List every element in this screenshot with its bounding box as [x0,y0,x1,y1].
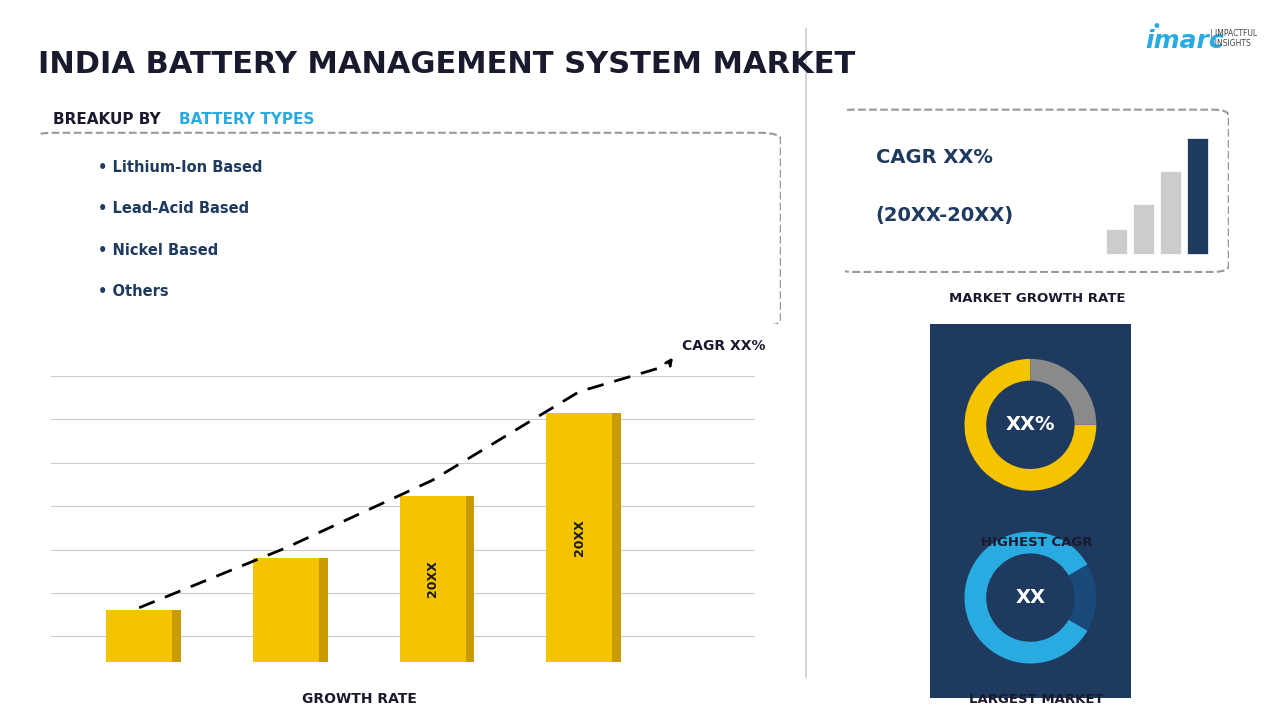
FancyBboxPatch shape [1187,138,1208,253]
FancyBboxPatch shape [1106,229,1128,253]
Text: BATTERY TYPES: BATTERY TYPES [179,112,315,127]
Bar [556,413,621,662]
Text: imarc: imarc [1146,29,1225,53]
Wedge shape [965,531,1088,664]
Text: •: • [1152,18,1162,36]
Text: • Lead-Acid Based: • Lead-Acid Based [97,202,248,216]
Text: GROWTH RATE: GROWTH RATE [302,692,416,706]
Bar [115,611,180,662]
FancyBboxPatch shape [31,132,781,326]
Text: XX%: XX% [1006,415,1055,434]
Bar [399,496,466,662]
FancyBboxPatch shape [1133,204,1155,253]
Text: CAGR XX%: CAGR XX% [682,339,765,353]
Text: 20XX: 20XX [572,519,586,556]
FancyBboxPatch shape [837,109,1229,272]
Text: (20XX-20XX): (20XX-20XX) [876,206,1014,225]
Text: LARGEST MARKET: LARGEST MARKET [969,693,1105,706]
Text: INDIA BATTERY MANAGEMENT SYSTEM MARKET: INDIA BATTERY MANAGEMENT SYSTEM MARKET [38,50,855,79]
Wedge shape [1069,564,1096,631]
Bar [261,558,328,662]
Text: | IMPACTFUL
  INSIGHTS: | IMPACTFUL INSIGHTS [1210,29,1257,48]
Text: XX: XX [1015,588,1046,607]
Bar [106,611,173,662]
Text: • Others: • Others [97,284,169,300]
Text: • Lithium-Ion Based: • Lithium-Ion Based [97,160,262,175]
Wedge shape [1030,359,1096,425]
Wedge shape [965,359,1096,491]
FancyBboxPatch shape [922,489,1139,706]
Bar [408,496,475,662]
Text: MARKET GROWTH RATE: MARKET GROWTH RATE [948,292,1125,305]
FancyBboxPatch shape [1160,171,1180,253]
Bar [253,558,319,662]
Text: • Nickel Based: • Nickel Based [97,243,218,258]
Text: CAGR XX%: CAGR XX% [876,148,992,167]
Text: HIGHEST CAGR: HIGHEST CAGR [980,536,1093,549]
Text: 20XX: 20XX [426,561,439,598]
Bar [547,413,612,662]
Text: BREAKUP BY: BREAKUP BY [54,112,166,127]
FancyBboxPatch shape [922,316,1139,534]
